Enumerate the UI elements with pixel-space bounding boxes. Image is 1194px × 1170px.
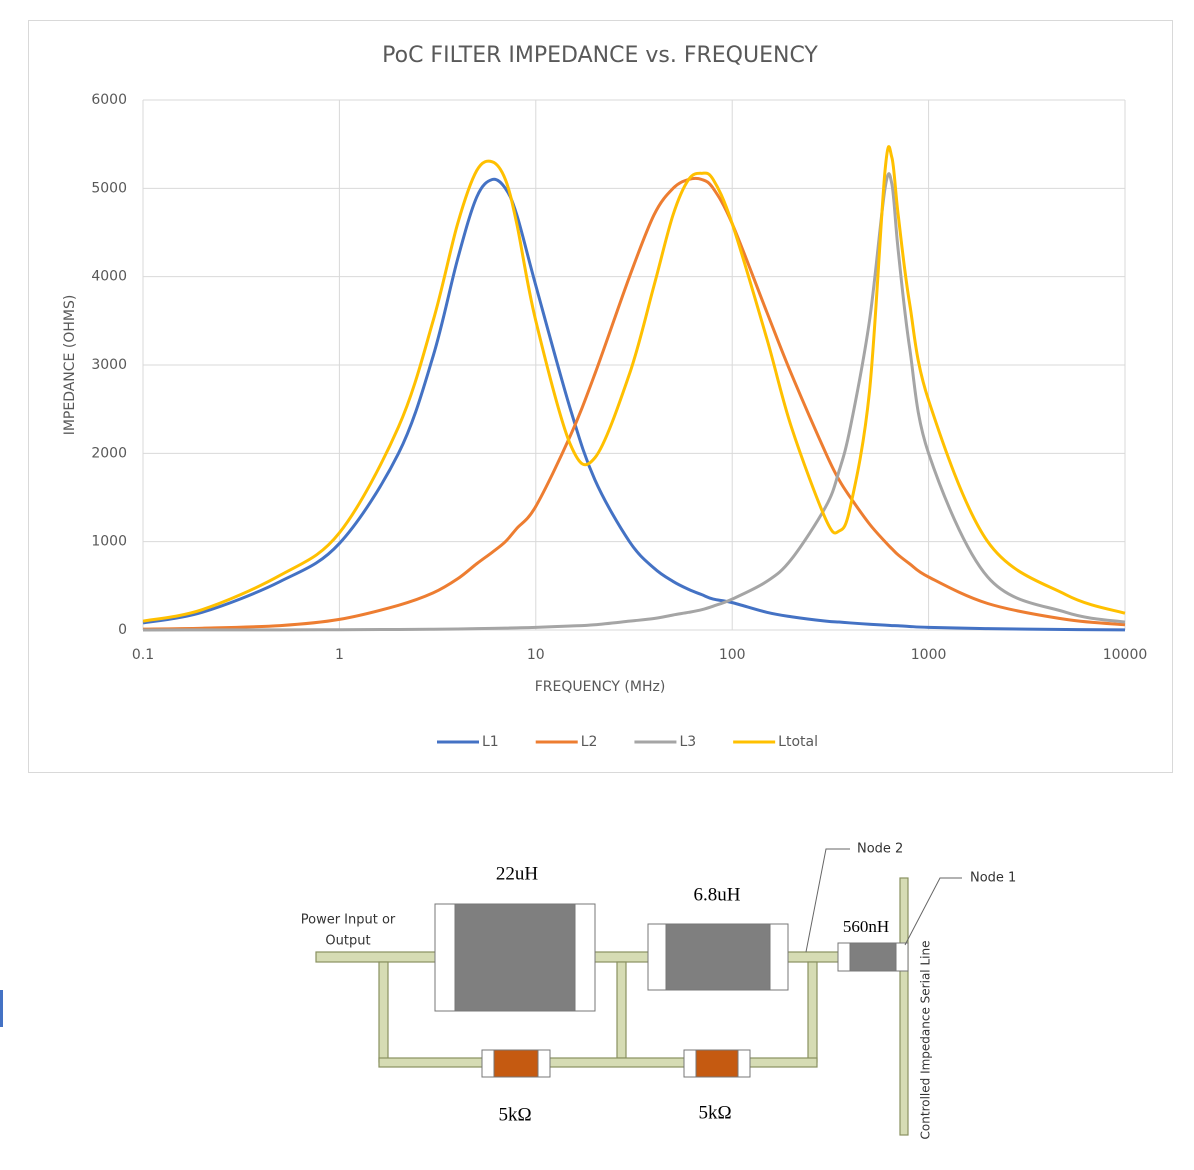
inductor-label: 6.8uH (694, 884, 741, 905)
series-line (142, 145, 1126, 623)
x-tick-label: 1 (335, 647, 344, 663)
node-label: Node 1 (970, 871, 1016, 886)
node-leader (805, 848, 850, 953)
y-tick-label: 3000 (91, 357, 127, 373)
resistor-cap (481, 1049, 495, 1078)
plot (142, 145, 1126, 632)
wire (315, 951, 907, 963)
x-tick-label: 10000 (1103, 647, 1148, 663)
x-tick-label: 0.1 (132, 647, 154, 663)
legend: L1 L2 L3 Ltotal (437, 734, 818, 750)
legend-label: L1 (482, 734, 499, 750)
wire (378, 1057, 818, 1068)
wire (807, 961, 818, 1063)
serial-line (899, 877, 909, 1136)
inductor-label: 22uH (496, 863, 539, 884)
resistor-cap (537, 1049, 551, 1078)
power-label: Power Input or (301, 913, 396, 928)
line-label: Controlled Impedance Serial Line (919, 941, 933, 1140)
node-label: Node 2 (857, 842, 903, 857)
inductor-cap (434, 903, 456, 1012)
inductor (647, 923, 789, 991)
resistor-cap (737, 1049, 751, 1078)
x-tick-label: 1000 (911, 647, 947, 663)
wires (315, 877, 909, 1136)
y-tick-label: 6000 (91, 92, 127, 108)
inductor-cap (574, 903, 596, 1012)
grid: 0 1000 2000 3000 4000 5000 6000 0.1 1 10 100 1000 10… (91, 92, 1147, 663)
x-axis-label: FREQUENCY (MHz) (535, 679, 666, 695)
chart-title: PoC FILTER IMPEDANCE vs. FREQUENCY (382, 43, 818, 68)
x-tick-label: 100 (719, 647, 746, 663)
y-tick-label: 0 (118, 622, 127, 638)
y-tick-label: 1000 (91, 534, 127, 550)
inductor-label: 560nH (843, 917, 889, 936)
series-line (142, 177, 1126, 632)
y-tick-label: 4000 (91, 269, 127, 285)
inductor-cap (647, 923, 667, 991)
chart-frame (28, 20, 1173, 773)
series-line (142, 172, 1126, 632)
resistor-label: 5kΩ (498, 1104, 531, 1125)
edge-mark (0, 990, 3, 1027)
y-tick-label: 2000 (91, 445, 127, 461)
x-tick-label: 10 (527, 647, 545, 663)
wire (616, 961, 627, 1059)
legend-label: L2 (581, 734, 598, 750)
node-leader (904, 877, 962, 946)
inductor-cap (837, 942, 851, 972)
inductor-cap (895, 942, 909, 972)
legend-label: L3 (679, 734, 696, 750)
power-label: Output (325, 934, 370, 949)
resistor-cap (683, 1049, 697, 1078)
y-tick-label: 5000 (91, 180, 127, 196)
wire (378, 961, 389, 1063)
inductors (434, 903, 909, 1078)
inductor-cap (769, 923, 789, 991)
y-axis-label: IMPEDANCE (OHMS) (62, 295, 78, 436)
inductor (434, 903, 596, 1012)
legend-label: Ltotal (778, 734, 818, 750)
resistor-label: 5kΩ (698, 1102, 731, 1123)
